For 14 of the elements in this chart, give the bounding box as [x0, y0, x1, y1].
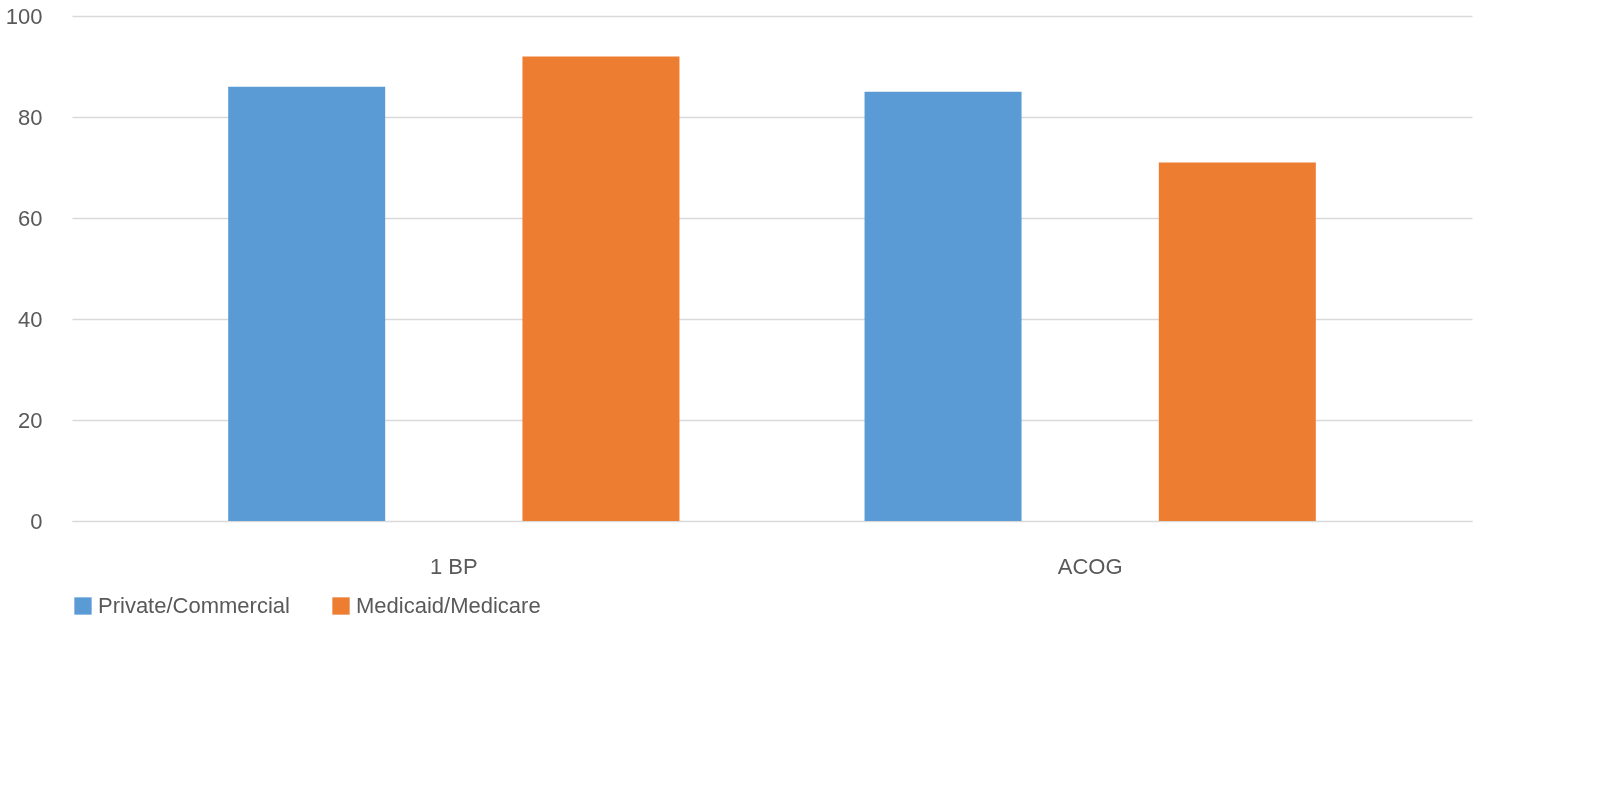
legend-label: Private/Commercial: [98, 593, 290, 618]
legend-label: Medicaid/Medicare: [356, 593, 541, 618]
y-tick-label: 60: [18, 205, 43, 231]
y-tick-label: 80: [18, 104, 43, 130]
bar: [1158, 162, 1316, 521]
bar: [522, 56, 680, 521]
x-tick-label: 1 BP: [429, 553, 478, 579]
bar: [228, 86, 386, 521]
y-tick-label: 0: [30, 508, 43, 534]
bar: [864, 91, 1022, 521]
y-tick-label: 20: [18, 407, 43, 433]
y-tick-label: 40: [18, 306, 43, 332]
x-tick-label: ACOG: [1057, 553, 1123, 579]
y-tick-label: 100: [5, 3, 43, 29]
